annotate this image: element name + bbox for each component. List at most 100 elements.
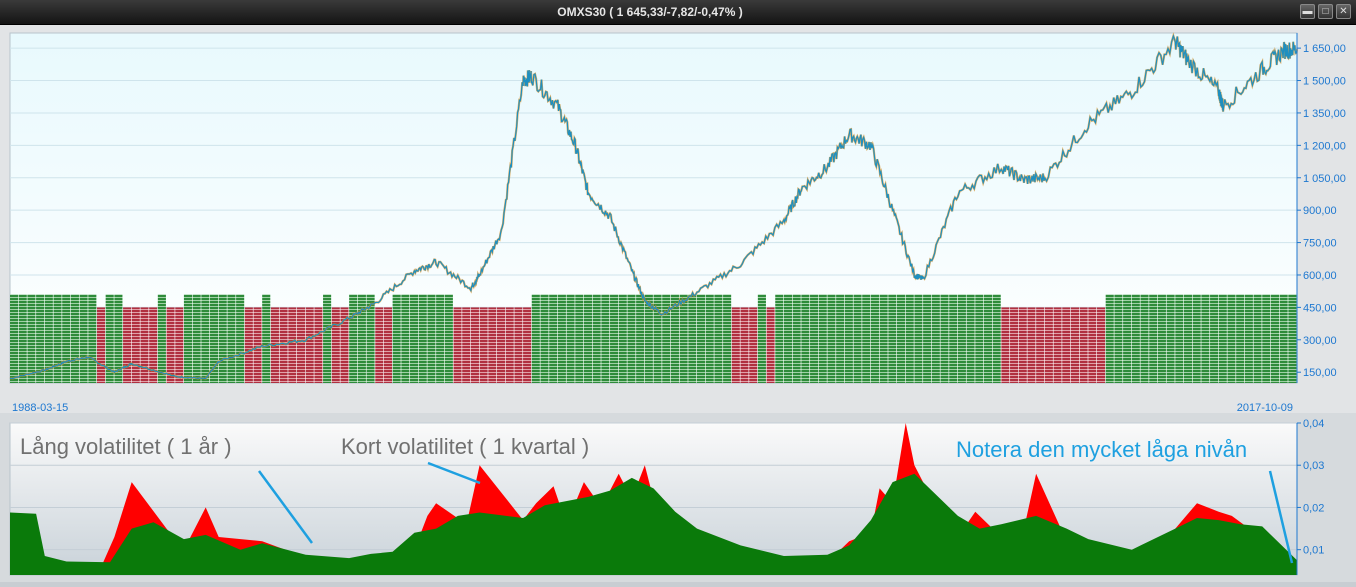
regime-band-green [1201, 294, 1210, 383]
regime-band-green [853, 294, 862, 383]
regime-band-green [975, 294, 984, 383]
regime-band-red [740, 307, 749, 383]
regime-band-green [566, 294, 575, 383]
regime-band-green [966, 294, 975, 383]
regime-band-red [523, 307, 532, 383]
regime-band-green [183, 294, 193, 383]
regime-band-red [244, 307, 253, 383]
regime-band-green [436, 294, 445, 383]
regime-band-green [983, 294, 993, 383]
regime-band-green [1236, 294, 1245, 383]
regime-band-green [366, 294, 375, 383]
price-series [9, 32, 1299, 380]
regime-band-red [1053, 307, 1062, 383]
regime-bands [10, 294, 1297, 383]
regime-band-green [410, 294, 419, 383]
regime-band-green [844, 294, 853, 383]
regime-band-green [1123, 294, 1132, 383]
regime-band-green [583, 294, 593, 383]
volatility-y-axis: 0,04 0,03 0,02 0,01 [1296, 418, 1324, 575]
regime-band-red [331, 307, 340, 383]
regime-band-red [1010, 307, 1019, 383]
regime-band-red [496, 307, 506, 383]
regime-band-red [1018, 307, 1027, 383]
price-y-axis: 1 650,00 1 500,00 1 350,00 1 200,00 1 050,00… [1296, 33, 1346, 383]
regime-band-red [1001, 307, 1010, 383]
regime-band-green [931, 294, 940, 383]
regime-band-green [757, 294, 766, 383]
price-panel: 1 650,00 1 500,00 1 350,00 1 200,00 1 050,00… [0, 25, 1356, 414]
price-tick-label: 600,00 [1303, 270, 1337, 282]
regime-band-green [1227, 294, 1236, 383]
regime-band-green [1114, 294, 1123, 383]
regime-band-red [375, 307, 384, 383]
vol-tick-label: 0,02 [1303, 502, 1324, 514]
price-tick-label: 150,00 [1303, 367, 1337, 379]
price-tick-label: 900,00 [1303, 205, 1337, 217]
regime-band-green [392, 294, 401, 383]
regime-band-green [18, 294, 27, 383]
annotation-arrow-note [1268, 470, 1294, 564]
regime-band-green [705, 294, 714, 383]
regime-band-red [1027, 307, 1036, 383]
regime-band-green [1270, 294, 1280, 383]
regime-band-green [1279, 294, 1288, 383]
regime-band-red [766, 307, 775, 383]
regime-band-green [1105, 294, 1114, 383]
regime-band-green [210, 294, 219, 383]
regime-band-green [862, 294, 871, 383]
regime-band-green [792, 294, 801, 383]
regime-band-green [949, 294, 958, 383]
regime-band-green [349, 294, 358, 383]
regime-band-red [175, 307, 184, 383]
regime-band-green [601, 294, 610, 383]
regime-band-green [1253, 294, 1262, 383]
maximize-icon[interactable]: □ [1318, 4, 1333, 19]
regime-band-green [27, 294, 36, 383]
regime-band-red [305, 307, 314, 383]
regime-band-green [627, 294, 636, 383]
regime-band-red [1070, 307, 1080, 383]
regime-band-green [236, 294, 245, 383]
regime-band-green [557, 294, 566, 383]
regime-band-green [644, 294, 653, 383]
window-title: OMXS30 ( 1 645,33/-7,82/-0,47% ) [557, 5, 743, 19]
regime-band-green [227, 294, 236, 383]
regime-band-green [870, 294, 879, 383]
regime-band-red [1096, 307, 1106, 383]
regime-band-green [688, 294, 697, 383]
price-line [9, 33, 1298, 380]
regime-band-green [192, 294, 201, 383]
regime-band-green [940, 294, 949, 383]
regime-band-green [444, 294, 453, 383]
regime-band-red [479, 307, 488, 383]
regime-band-red [253, 307, 262, 383]
regime-band-green [36, 294, 45, 383]
regime-band-green [1157, 294, 1166, 383]
regime-band-green [679, 294, 688, 383]
x-end-label: 2017-10-09 [1237, 402, 1293, 413]
regime-band-red [749, 307, 758, 383]
regime-band-green [783, 294, 793, 383]
regime-band-green [1140, 294, 1149, 383]
regime-band-green [427, 294, 436, 383]
regime-band-red [514, 307, 523, 383]
regime-band-green [401, 294, 410, 383]
minimize-icon[interactable]: ▬ [1300, 4, 1315, 19]
regime-band-red [340, 307, 349, 383]
regime-band-green [114, 294, 123, 383]
regime-band-green [418, 294, 427, 383]
close-icon[interactable]: ✕ [1336, 4, 1351, 19]
regime-band-red [488, 307, 497, 383]
regime-band-red [123, 307, 132, 383]
regime-band-red [166, 307, 175, 383]
regime-band-red [470, 307, 479, 383]
regime-band-red [288, 307, 297, 383]
regime-band-green [1218, 294, 1227, 383]
regime-band-green [44, 294, 53, 383]
regime-band-green [62, 294, 71, 383]
regime-band-green [262, 294, 271, 383]
regime-band-green [531, 294, 540, 383]
annotation-arrow-short [427, 461, 481, 485]
regime-band-green [157, 294, 166, 383]
